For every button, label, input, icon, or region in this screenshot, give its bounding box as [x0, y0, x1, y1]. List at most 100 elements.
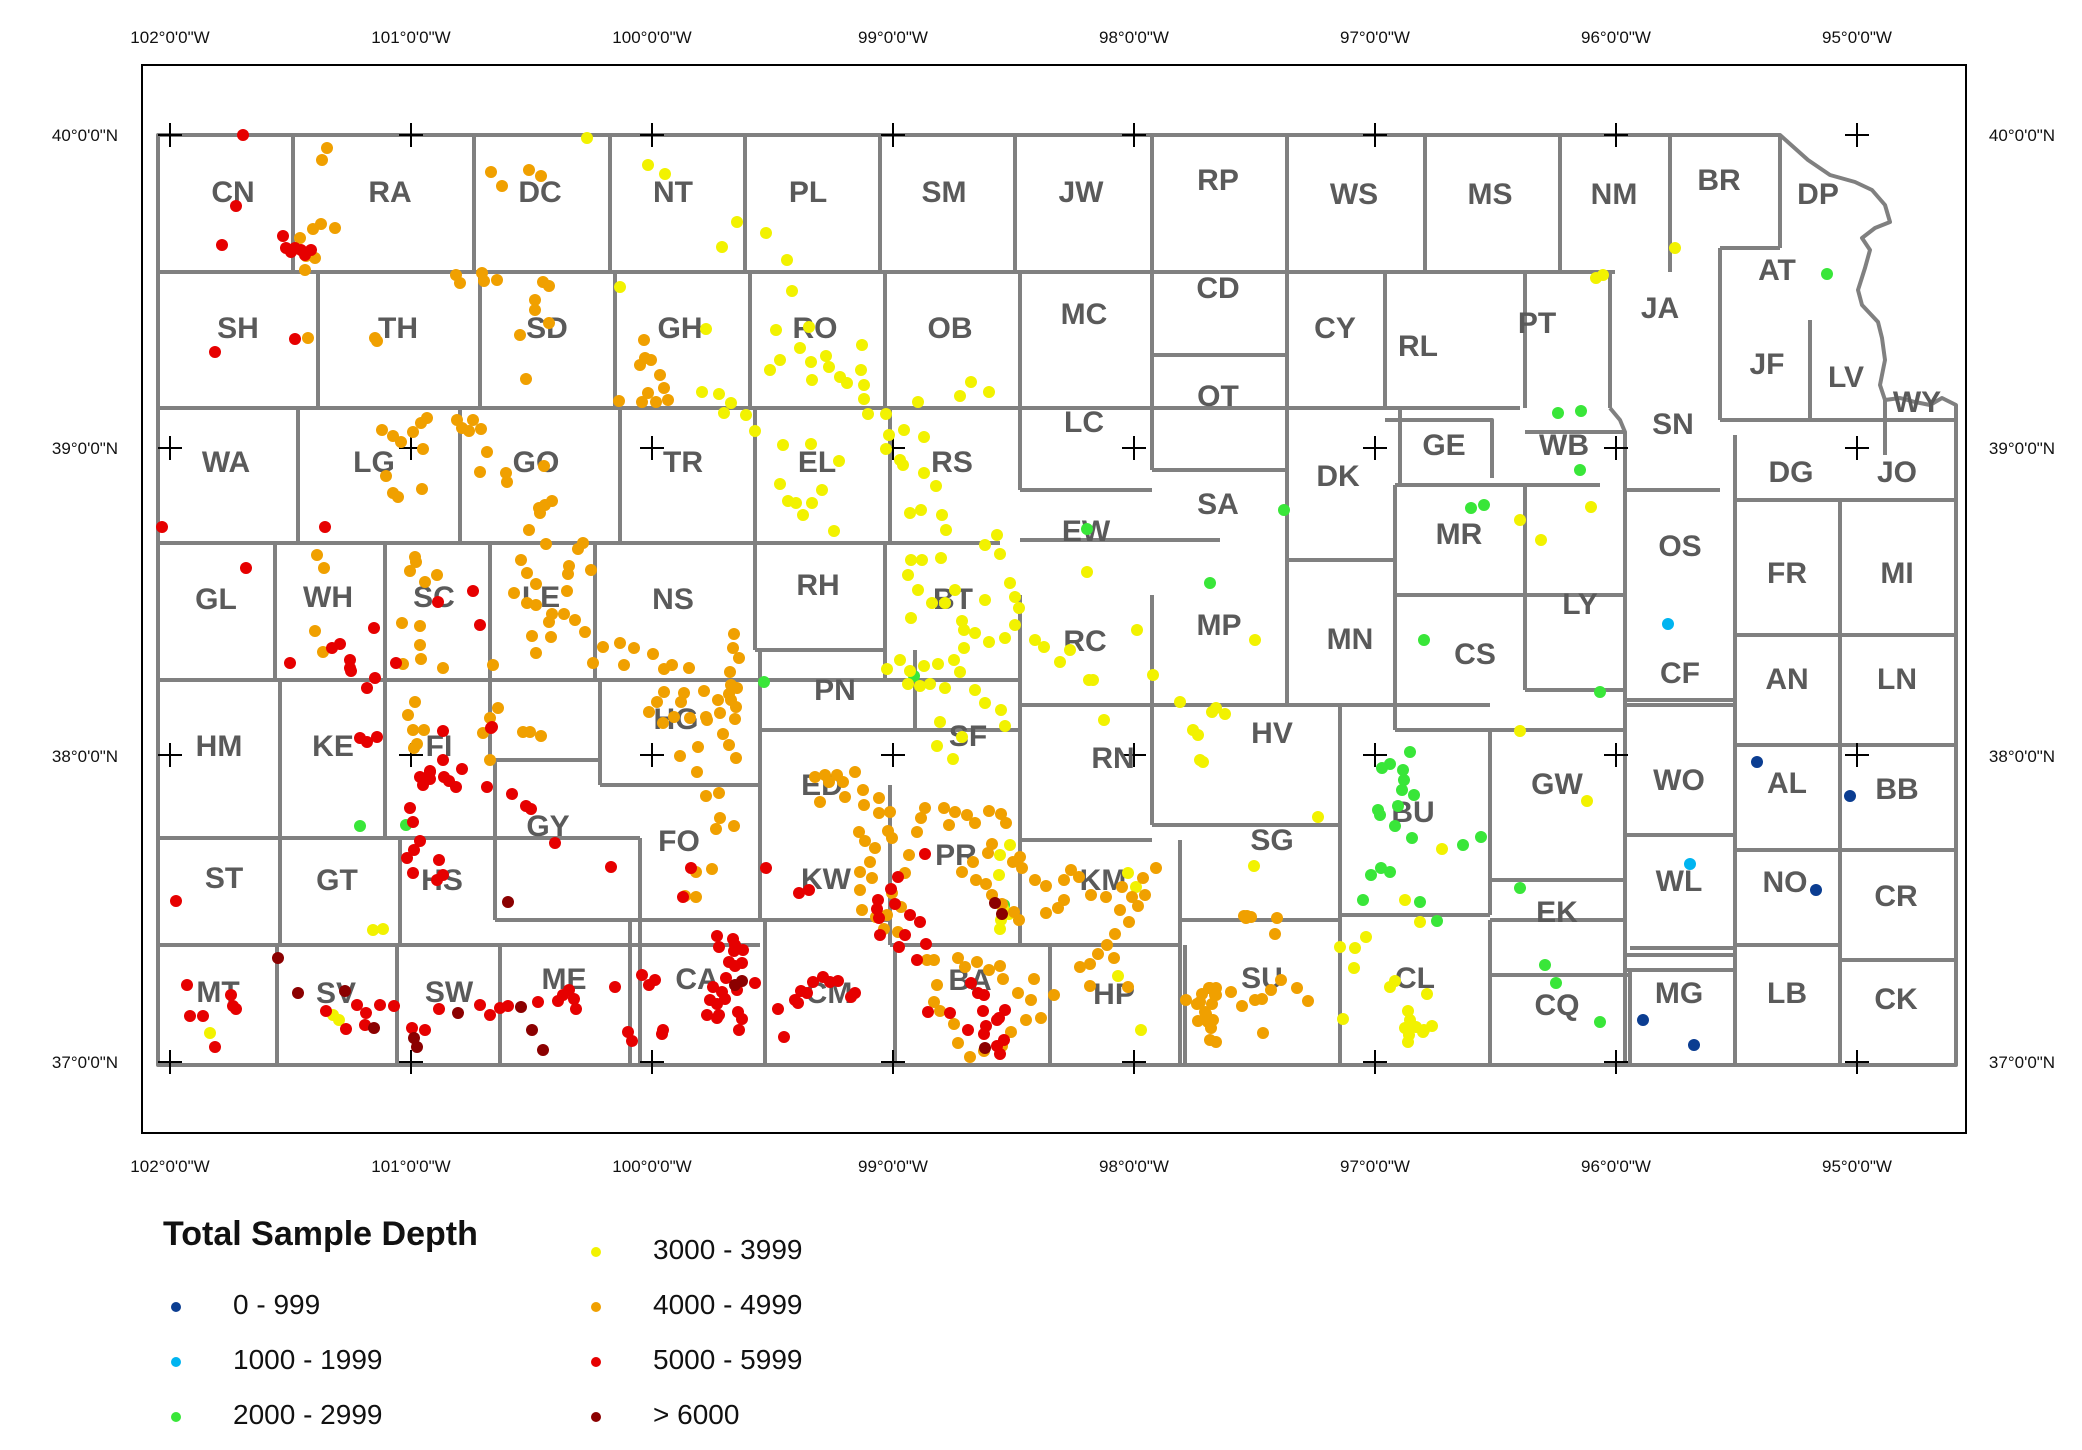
sample-point [967, 856, 979, 868]
sample-point [407, 426, 419, 438]
sample-point [563, 984, 575, 996]
sample-point [880, 408, 892, 420]
county-label-ge: GE [1422, 429, 1465, 462]
county-label-wh: WH [303, 581, 353, 614]
sample-point [872, 894, 884, 906]
sample-point [614, 637, 626, 649]
sample-point [1465, 502, 1477, 514]
sample-point [1197, 756, 1209, 768]
sample-point [1236, 1000, 1248, 1012]
county-label-mi: MI [1880, 557, 1913, 590]
sample-point [668, 711, 680, 723]
sample-point [1414, 916, 1426, 928]
sample-point [1016, 862, 1028, 874]
sample-point [892, 871, 904, 883]
sample-point [585, 564, 597, 576]
sample-point [474, 619, 486, 631]
sample-point [1256, 993, 1268, 1005]
sample-point [540, 538, 552, 550]
sample-point [209, 346, 221, 358]
sample-point [543, 317, 555, 329]
sample-point [329, 222, 341, 234]
sample-point [1376, 762, 1388, 774]
sample-point [943, 819, 955, 831]
sample-point [502, 896, 514, 908]
sample-point [1100, 891, 1112, 903]
sample-point [492, 702, 504, 714]
graticule-cross [158, 123, 182, 147]
sample-point [1074, 961, 1086, 973]
sample-point [1150, 862, 1162, 874]
sample-point [647, 648, 659, 660]
sample-point [956, 615, 968, 627]
sample-point [292, 987, 304, 999]
sample-point [956, 731, 968, 743]
sample-point [920, 938, 932, 950]
sample-point [634, 359, 646, 371]
county-label-wo: WO [1653, 764, 1705, 797]
sample-point [1204, 577, 1216, 589]
sample-point [993, 1012, 1005, 1024]
sample-point [523, 164, 535, 176]
sample-point [642, 387, 654, 399]
sample-point [568, 993, 580, 1005]
sample-point [986, 838, 998, 850]
sample-point [999, 720, 1011, 732]
sample-point [845, 991, 857, 1003]
county-label-sc: SC [413, 581, 455, 614]
lat-tick-left: 37°0'0"N [52, 1053, 118, 1072]
sample-point [650, 396, 662, 408]
sample-point [858, 379, 870, 391]
sample-point [833, 455, 845, 467]
sample-point [371, 731, 383, 743]
graticule-cross [158, 436, 182, 460]
sample-point [1058, 874, 1070, 886]
sample-point [970, 874, 982, 886]
sample-point [1130, 881, 1142, 893]
sample-point [1064, 644, 1076, 656]
sample-point [1539, 959, 1551, 971]
sample-point [1550, 977, 1562, 989]
county-label-mg: MG [1655, 977, 1703, 1010]
county-label-sh: SH [217, 312, 259, 345]
sample-point [478, 275, 490, 287]
county-label-pn: PN [814, 674, 856, 707]
sample-point [484, 754, 496, 766]
sample-point [1360, 931, 1372, 943]
sample-point [979, 594, 991, 606]
sample-point [713, 388, 725, 400]
county-label-cf: CF [1660, 657, 1700, 690]
sample-point [1084, 958, 1096, 970]
sample-point [1389, 975, 1401, 987]
sample-point [1402, 1005, 1414, 1017]
sample-point [284, 657, 296, 669]
sample-point [1054, 656, 1066, 668]
sample-point [1751, 756, 1763, 768]
sample-point [1408, 789, 1420, 801]
sample-point [501, 476, 513, 488]
sample-point [1205, 1022, 1217, 1034]
sample-point [530, 647, 542, 659]
county-label-sf: SF [949, 720, 987, 753]
legend-title: Total Sample Depth [163, 1215, 478, 1253]
county-label-ot: OT [1197, 380, 1239, 413]
sample-point [475, 423, 487, 435]
sample-point [656, 1028, 668, 1040]
sample-point [1384, 866, 1396, 878]
sample-point [535, 730, 547, 742]
sample-point [1844, 790, 1856, 802]
sample-point [354, 820, 366, 832]
sample-point [1688, 1039, 1700, 1051]
legend-label: 3000 - 3999 [653, 1234, 803, 1265]
county-label-lc: LC [1064, 406, 1104, 439]
longitude-ticks-top: 102°0'0"W 101°0'0"W 100°0'0"W 99°0'0"W 9… [130, 28, 1892, 47]
sample-point [1004, 839, 1016, 851]
sample-point [1810, 884, 1822, 896]
sample-point [1302, 995, 1314, 1007]
county-label-gl: GL [195, 583, 237, 616]
sample-point [369, 672, 381, 684]
sample-point [774, 478, 786, 490]
sample-point [805, 438, 817, 450]
sample-point [956, 866, 968, 878]
sample-point [806, 497, 818, 509]
